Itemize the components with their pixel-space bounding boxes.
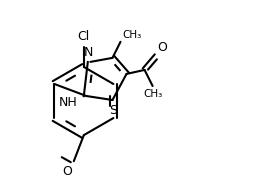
Text: N: N [84, 46, 93, 59]
Text: Cl: Cl [78, 30, 90, 43]
Text: CH₃: CH₃ [123, 30, 142, 40]
Text: O: O [62, 165, 72, 178]
Text: CH₃: CH₃ [143, 89, 162, 99]
Text: S: S [110, 104, 118, 117]
Text: O: O [158, 41, 168, 54]
Text: NH: NH [59, 96, 78, 109]
